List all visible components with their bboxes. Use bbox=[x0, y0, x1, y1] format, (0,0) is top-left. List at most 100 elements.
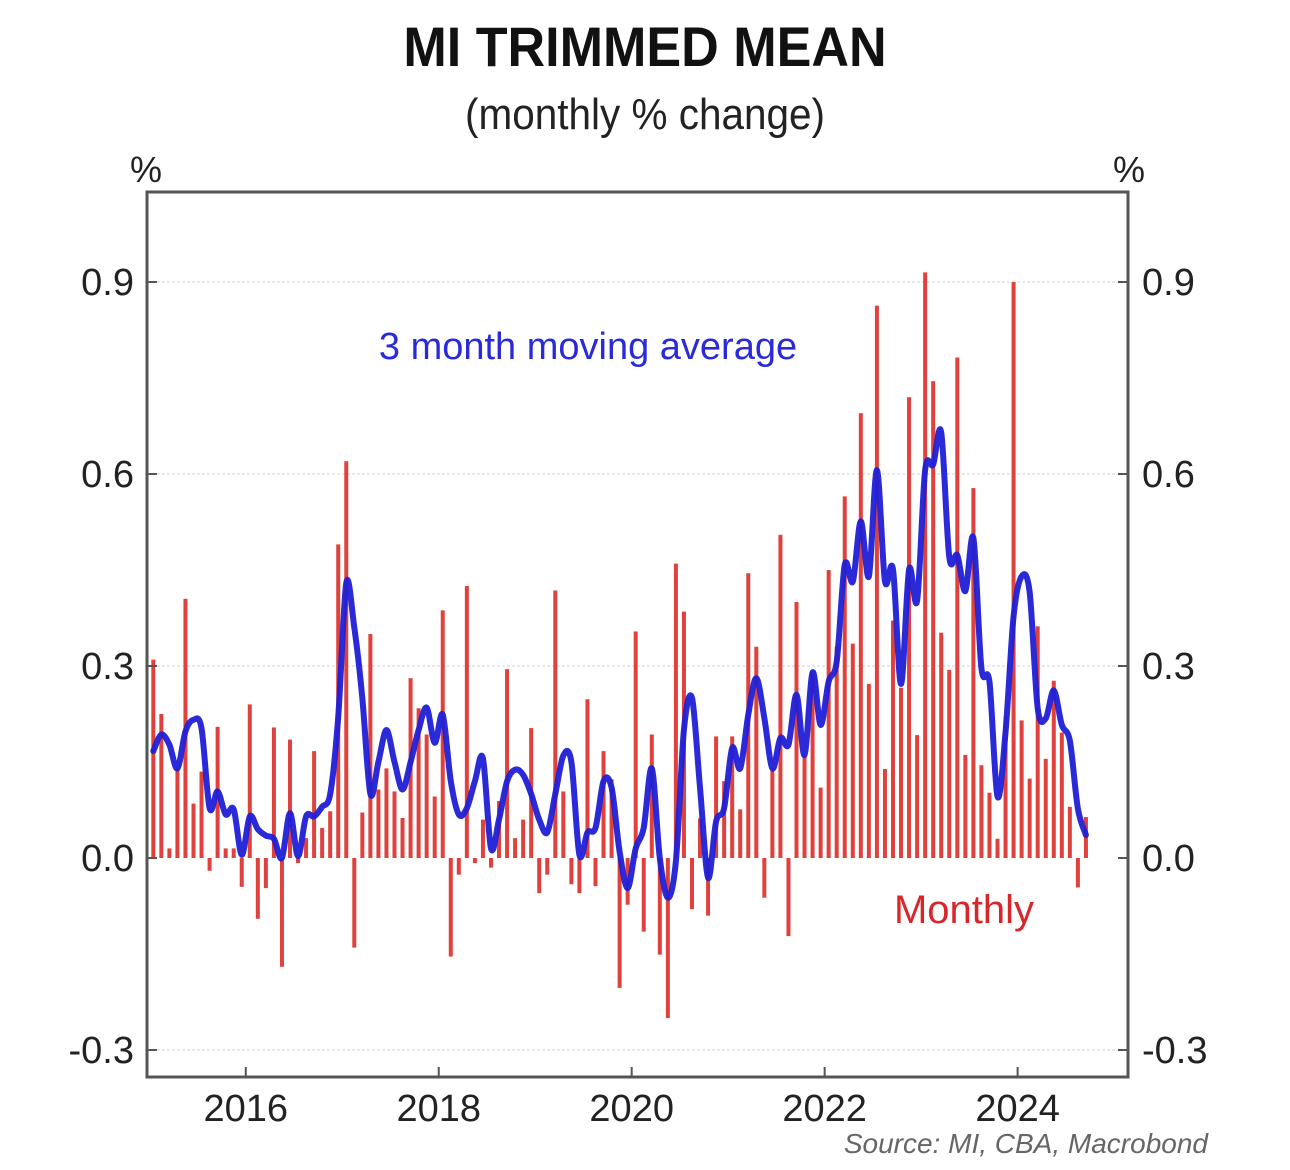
monthly-bar bbox=[641, 858, 646, 932]
monthly-bar bbox=[609, 779, 614, 858]
monthly-bar bbox=[770, 768, 775, 858]
monthly-bar bbox=[569, 858, 574, 885]
monthly-bar bbox=[456, 858, 461, 875]
monthly-bar bbox=[617, 858, 622, 988]
monthly-bar bbox=[320, 827, 325, 858]
x-tick-label: 2016 bbox=[204, 1088, 289, 1130]
monthly-bar bbox=[874, 305, 879, 858]
monthly-bar bbox=[151, 659, 156, 858]
monthly-bar bbox=[513, 838, 518, 858]
monthly-bar bbox=[786, 858, 791, 937]
monthly-bar bbox=[633, 631, 638, 858]
monthly-bar bbox=[271, 727, 276, 858]
monthly-bar bbox=[714, 736, 719, 858]
monthly-bar bbox=[979, 765, 984, 858]
monthly-bar bbox=[899, 687, 904, 858]
monthly-bar bbox=[1051, 680, 1056, 858]
monthly-bar bbox=[915, 735, 920, 858]
y-axis-right-unit: % bbox=[1113, 149, 1145, 190]
monthly-bar bbox=[818, 787, 823, 858]
y-tick-label-right: 0.6 bbox=[1142, 454, 1195, 496]
y-tick-label-right: -0.3 bbox=[1142, 1030, 1207, 1072]
source-note: Source: MI, CBA, Macrobond bbox=[844, 1128, 1210, 1159]
monthly-bar bbox=[392, 791, 397, 858]
monthly-bar bbox=[231, 848, 236, 858]
monthly-bar bbox=[673, 563, 678, 858]
y-tick-label-left: -0.3 bbox=[69, 1030, 134, 1072]
monthly-bar bbox=[296, 858, 301, 864]
monthly-bar bbox=[545, 858, 550, 875]
x-tick-label: 2024 bbox=[975, 1088, 1060, 1130]
monthly-bar bbox=[939, 632, 944, 858]
y-axis-right-labels: -0.3 0.0 0.3 0.6 0.9 bbox=[1142, 262, 1207, 1072]
monthly-bar bbox=[995, 838, 1000, 858]
monthly-bar bbox=[287, 739, 292, 858]
monthly-bar bbox=[955, 357, 960, 858]
monthly-bar bbox=[239, 858, 244, 887]
chart-title: MI TRIMMED MEAN bbox=[403, 15, 887, 78]
monthly-bar bbox=[601, 751, 606, 858]
monthly-bar bbox=[1019, 720, 1024, 858]
y-tick-label-left: 0.3 bbox=[81, 646, 134, 688]
monthly-bar bbox=[778, 534, 783, 858]
monthly-bar bbox=[689, 858, 694, 910]
monthly-bar bbox=[191, 803, 196, 858]
monthly-bar bbox=[472, 858, 477, 864]
monthly-bar bbox=[464, 586, 469, 858]
monthly-bar bbox=[706, 858, 711, 916]
monthly-bar bbox=[730, 736, 735, 858]
monthly-bar bbox=[360, 812, 365, 858]
y-tick-label-right: 0.3 bbox=[1142, 646, 1195, 688]
x-axis-labels: 2016 2018 2020 2022 2024 bbox=[204, 1088, 1060, 1130]
monthly-bar bbox=[312, 751, 317, 858]
monthly-bar bbox=[175, 768, 180, 858]
monthly-bar bbox=[480, 819, 485, 858]
monthly-bar bbox=[931, 381, 936, 858]
y-tick-label-right: 0.9 bbox=[1142, 262, 1195, 304]
monthly-bar bbox=[1003, 716, 1008, 858]
monthly-bar bbox=[754, 646, 759, 858]
monthly-bar bbox=[649, 734, 654, 858]
monthly-bar bbox=[368, 634, 373, 858]
monthly-bar bbox=[762, 858, 767, 898]
monthly-bar bbox=[376, 789, 381, 858]
monthly-bar bbox=[1067, 806, 1072, 858]
monthly-bar bbox=[738, 809, 743, 858]
monthly-bar bbox=[1075, 858, 1080, 888]
monthly-bar bbox=[199, 771, 204, 858]
monthly-bar bbox=[987, 792, 992, 858]
monthly-bar bbox=[802, 755, 807, 858]
monthly-bar bbox=[963, 754, 968, 858]
monthly-bar bbox=[826, 570, 831, 858]
monthly-bar bbox=[593, 858, 598, 887]
monthly-bar bbox=[810, 672, 815, 858]
monthly-bar bbox=[577, 858, 582, 894]
chart-subtitle: (monthly % change) bbox=[464, 90, 825, 139]
y-tick-label-left: 0.9 bbox=[81, 262, 134, 304]
monthly-bar bbox=[1059, 732, 1064, 858]
monthly-bar bbox=[537, 858, 542, 894]
monthly-bar bbox=[167, 848, 172, 858]
monthly-bar bbox=[255, 858, 260, 919]
monthly-bar bbox=[882, 769, 887, 858]
monthly-bar bbox=[279, 858, 284, 967]
y-tick-label-right: 0.0 bbox=[1142, 838, 1195, 880]
monthly-bar bbox=[834, 646, 839, 858]
monthly-bar bbox=[657, 858, 662, 955]
monthly-bar bbox=[521, 819, 526, 858]
monthly-bars bbox=[151, 272, 1088, 1018]
monthly-bar bbox=[890, 620, 895, 858]
monthly-bar bbox=[505, 669, 510, 858]
monthly-bar bbox=[794, 602, 799, 858]
monthly-bar bbox=[698, 818, 703, 858]
axis-ticks bbox=[147, 281, 1128, 1077]
monthly-bar bbox=[448, 858, 453, 957]
monthly-bar bbox=[488, 858, 493, 868]
monthly-bar bbox=[947, 669, 952, 858]
monthly-bar bbox=[1027, 778, 1032, 858]
monthly-bar bbox=[722, 781, 727, 858]
monthly-bar bbox=[328, 811, 333, 858]
monthly-bar bbox=[561, 791, 566, 858]
monthly-bar bbox=[1011, 282, 1016, 858]
monthly-bar bbox=[858, 413, 863, 858]
